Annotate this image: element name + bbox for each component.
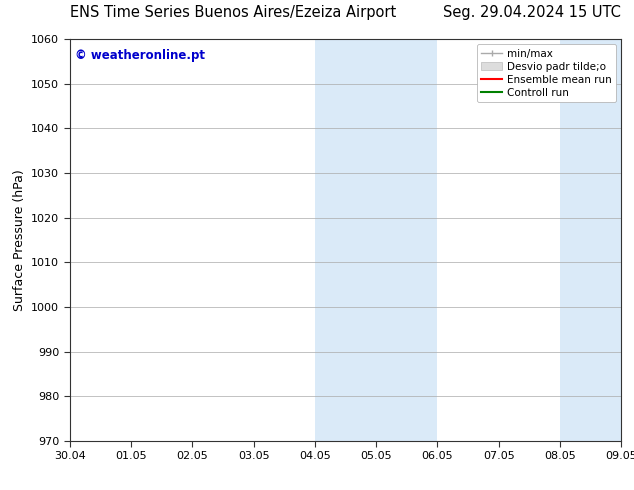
Bar (560, 39, 621, 441)
Legend: min/max, Desvio padr tilde;o, Ensemble mean run, Controll run: min/max, Desvio padr tilde;o, Ensemble m… (477, 45, 616, 102)
Text: Seg. 29.04.2024 15 UTC: Seg. 29.04.2024 15 UTC (443, 4, 621, 20)
Y-axis label: Surface Pressure (hPa): Surface Pressure (hPa) (13, 169, 25, 311)
Text: © weatheronline.pt: © weatheronline.pt (75, 49, 205, 62)
Text: ENS Time Series Buenos Aires/Ezeiza Airport: ENS Time Series Buenos Aires/Ezeiza Airp… (70, 4, 396, 20)
Bar (315, 39, 437, 441)
